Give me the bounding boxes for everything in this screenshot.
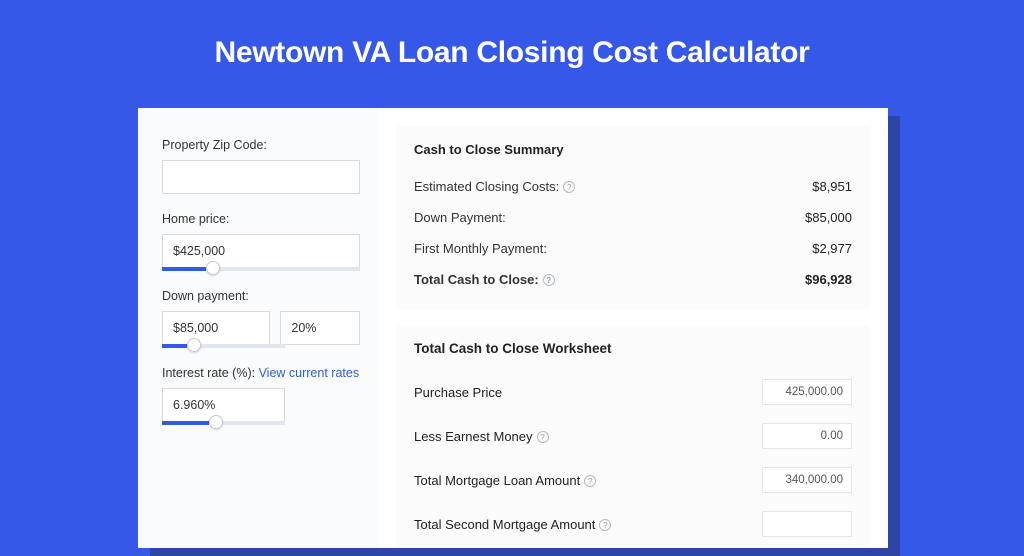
summary-row-total: Total Cash to Close:? $96,928 <box>414 264 852 295</box>
down-payment-label: Down payment: <box>162 289 360 303</box>
calculator-panel: Property Zip Code: Home price: Down paym… <box>138 108 888 548</box>
worksheet-value-input[interactable] <box>762 467 852 493</box>
home-price-slider[interactable] <box>162 267 360 271</box>
worksheet-title: Total Cash to Close Worksheet <box>414 341 852 356</box>
summary-row-value: $96,928 <box>805 272 852 287</box>
worksheet-row-label-text: Total Mortgage Loan Amount <box>414 473 580 488</box>
worksheet-row: Purchase Price <box>414 370 852 414</box>
worksheet-row-label: Less Earnest Money? <box>414 429 549 444</box>
help-icon[interactable]: ? <box>584 475 596 487</box>
worksheet-row: Less Earnest Money? <box>414 414 852 458</box>
summary-row: Down Payment: $85,000 <box>414 202 852 233</box>
worksheet-value-input[interactable] <box>762 379 852 405</box>
interest-rate-label-text: Interest rate (%): <box>162 366 259 380</box>
help-icon[interactable]: ? <box>543 274 555 286</box>
home-price-slider-fill <box>162 267 206 271</box>
field-home-price: Home price: <box>162 212 360 271</box>
summary-title: Cash to Close Summary <box>414 142 852 157</box>
down-payment-input[interactable] <box>162 311 270 345</box>
summary-row-label: Total Cash to Close:? <box>414 272 555 287</box>
page-title: Newtown VA Loan Closing Cost Calculator <box>0 0 1024 98</box>
interest-rate-slider[interactable] <box>162 421 285 425</box>
summary-row-label: Estimated Closing Costs:? <box>414 179 575 194</box>
help-icon[interactable]: ? <box>537 431 549 443</box>
down-payment-slider[interactable] <box>162 344 285 348</box>
worksheet-row-label-text: Less Earnest Money <box>414 429 533 444</box>
zip-input[interactable] <box>162 160 360 194</box>
interest-rate-slider-fill <box>162 421 209 425</box>
view-rates-link[interactable]: View current rates <box>259 366 360 380</box>
interest-rate-slider-thumb[interactable] <box>209 415 223 429</box>
worksheet-row-label: Total Second Mortgage Amount? <box>414 517 611 532</box>
summary-row-label: First Monthly Payment: <box>414 241 547 256</box>
summary-row-value: $85,000 <box>805 210 852 225</box>
worksheet-row: Total Second Mortgage Amount? <box>414 502 852 546</box>
cash-to-close-worksheet: Total Cash to Close Worksheet Purchase P… <box>396 325 870 546</box>
interest-rate-input[interactable] <box>162 388 285 422</box>
summary-row: First Monthly Payment: $2,977 <box>414 233 852 264</box>
worksheet-row: Total Mortgage Loan Amount? <box>414 458 852 502</box>
summary-row-label-text: Estimated Closing Costs: <box>414 179 559 194</box>
down-payment-slider-thumb[interactable] <box>187 338 201 352</box>
worksheet-value-input[interactable] <box>762 511 852 537</box>
zip-label: Property Zip Code: <box>162 138 360 152</box>
help-icon[interactable]: ? <box>563 181 575 193</box>
home-price-input[interactable] <box>162 234 360 268</box>
down-payment-slider-fill <box>162 344 187 348</box>
interest-rate-label: Interest rate (%): View current rates <box>162 366 360 380</box>
summary-row: Estimated Closing Costs:? $8,951 <box>414 171 852 202</box>
home-price-label: Home price: <box>162 212 360 226</box>
summary-row-label-text: Total Cash to Close: <box>414 272 539 287</box>
field-interest-rate: Interest rate (%): View current rates <box>162 366 360 425</box>
summary-row-value: $2,977 <box>812 241 852 256</box>
worksheet-row-label: Purchase Price <box>414 385 502 400</box>
main-content: Cash to Close Summary Estimated Closing … <box>378 108 888 548</box>
inputs-sidebar: Property Zip Code: Home price: Down paym… <box>138 108 378 548</box>
worksheet-value-input[interactable] <box>762 423 852 449</box>
field-zip: Property Zip Code: <box>162 138 360 194</box>
home-price-slider-thumb[interactable] <box>206 261 220 275</box>
help-icon[interactable]: ? <box>599 519 611 531</box>
summary-row-value: $8,951 <box>812 179 852 194</box>
cash-to-close-summary: Cash to Close Summary Estimated Closing … <box>396 126 870 309</box>
worksheet-row-label: Total Mortgage Loan Amount? <box>414 473 596 488</box>
summary-row-label: Down Payment: <box>414 210 506 225</box>
down-payment-percent-input[interactable] <box>280 311 360 345</box>
worksheet-row-label-text: Total Second Mortgage Amount <box>414 517 595 532</box>
field-down-payment: Down payment: <box>162 289 360 348</box>
